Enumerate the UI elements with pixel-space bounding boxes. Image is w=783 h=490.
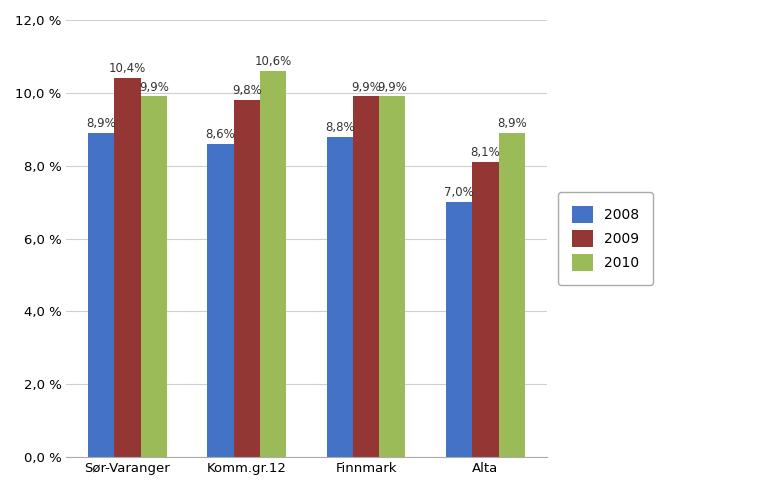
Bar [472, 162, 499, 457]
Bar [327, 137, 353, 457]
Bar [114, 78, 141, 457]
Text: 10,4%: 10,4% [109, 62, 146, 75]
Text: 8,6%: 8,6% [206, 128, 236, 141]
Bar [233, 100, 260, 457]
Text: 7,0%: 7,0% [444, 186, 474, 199]
Legend: 2008, 2009, 2010: 2008, 2009, 2010 [558, 192, 653, 285]
Text: 10,6%: 10,6% [254, 55, 291, 68]
Bar [207, 144, 233, 457]
Text: 8,1%: 8,1% [471, 146, 500, 159]
Text: 8,8%: 8,8% [325, 121, 355, 134]
Text: 9,8%: 9,8% [232, 84, 262, 97]
Bar [353, 97, 379, 457]
Text: 9,9%: 9,9% [377, 80, 407, 94]
Text: 8,9%: 8,9% [86, 117, 116, 130]
Text: 9,9%: 9,9% [139, 80, 168, 94]
Bar [141, 97, 167, 457]
Text: 8,9%: 8,9% [496, 117, 526, 130]
Bar [260, 71, 286, 457]
Bar [379, 97, 406, 457]
Bar [446, 202, 472, 457]
Text: 9,9%: 9,9% [351, 80, 381, 94]
Bar [499, 133, 525, 457]
Bar [88, 133, 114, 457]
